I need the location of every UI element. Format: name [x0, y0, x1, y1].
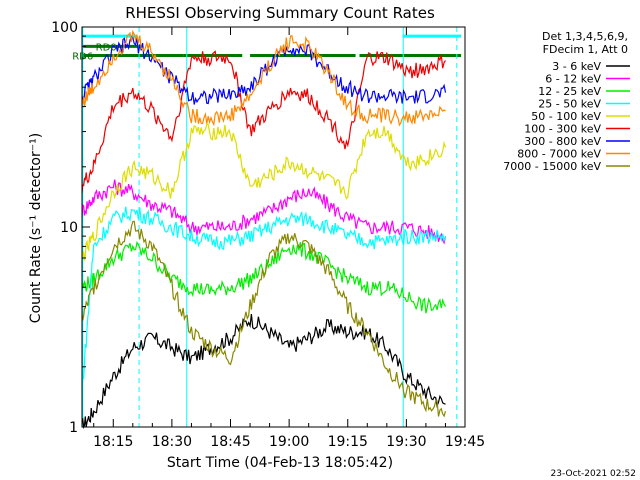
legend-label-3: 25 - 50 keV — [538, 98, 601, 111]
annotation-rd0: RD0 — [96, 42, 117, 53]
series-line-3 — [81, 206, 447, 391]
series-line-7 — [81, 29, 446, 127]
x-tick-label-2: 18:45 — [210, 434, 250, 450]
series-line-2 — [81, 240, 447, 314]
x-tick-label-0: 18:15 — [93, 434, 133, 450]
x-tick-label-5: 19:30 — [386, 434, 426, 450]
series-line-1 — [81, 179, 447, 245]
series-line-5 — [81, 50, 446, 194]
legend-label-5: 100 - 300 keV — [524, 123, 601, 136]
axis-ticks: 18:15 18:30 18:45 19:00 19:15 19:30 19:45 1 10 10… — [51, 20, 485, 450]
chart-title: RHESSI Observing Summary Count Rates — [125, 4, 435, 22]
legend-label-7: 800 - 7000 keV — [517, 148, 601, 161]
generation-timestamp: 23-Oct-2021 02:52 — [551, 469, 636, 479]
legend: Det 1,3,4,5,6,9,FDecim 1, Att 0 3 - 6 ke… — [503, 30, 630, 173]
series-line-4 — [81, 123, 447, 261]
y-axis-label: Count Rate (s⁻¹ detector⁻¹) — [28, 133, 44, 323]
x-tick-label-1: 18:30 — [152, 434, 192, 450]
legend-header-line-0: Det 1,3,4,5,6,9, — [542, 30, 628, 43]
y-tick-label-2: 100 — [51, 20, 78, 36]
x-tick-label-3: 19:00 — [269, 434, 309, 450]
plot-area: 18:15 18:30 18:45 19:00 19:15 19:30 19:45 1 10 10… — [51, 20, 485, 450]
legend-label-1: 6 - 12 keV — [545, 73, 601, 86]
y-tick-label-1: 10 — [60, 220, 78, 236]
series-lines — [81, 29, 447, 430]
flag-bars — [82, 34, 462, 58]
series-line-6 — [81, 36, 447, 105]
legend-label-4: 50 - 100 keV — [531, 110, 601, 123]
legend-label-2: 12 - 25 keV — [538, 85, 601, 98]
legend-label-8: 7000 - 15000 keV — [503, 160, 601, 173]
legend-label-6: 300 - 800 keV — [524, 135, 601, 148]
annotation-rd6: RD6 — [72, 52, 93, 63]
x-axis-label: Start Time (04-Feb-13 18:05:42) — [167, 455, 393, 471]
series-line-8 — [81, 220, 447, 418]
x-tick-label-4: 19:15 — [328, 434, 368, 450]
x-tick-label-6: 19:45 — [445, 434, 485, 450]
y-tick-label-0: 1 — [69, 420, 78, 436]
series-line-0 — [81, 314, 446, 430]
legend-header-line-1: FDecim 1, Att 0 — [543, 43, 628, 56]
legend-label-0: 3 - 6 keV — [552, 60, 601, 73]
legend-header: Det 1,3,4,5,6,9,FDecim 1, Att 0 — [542, 30, 628, 56]
